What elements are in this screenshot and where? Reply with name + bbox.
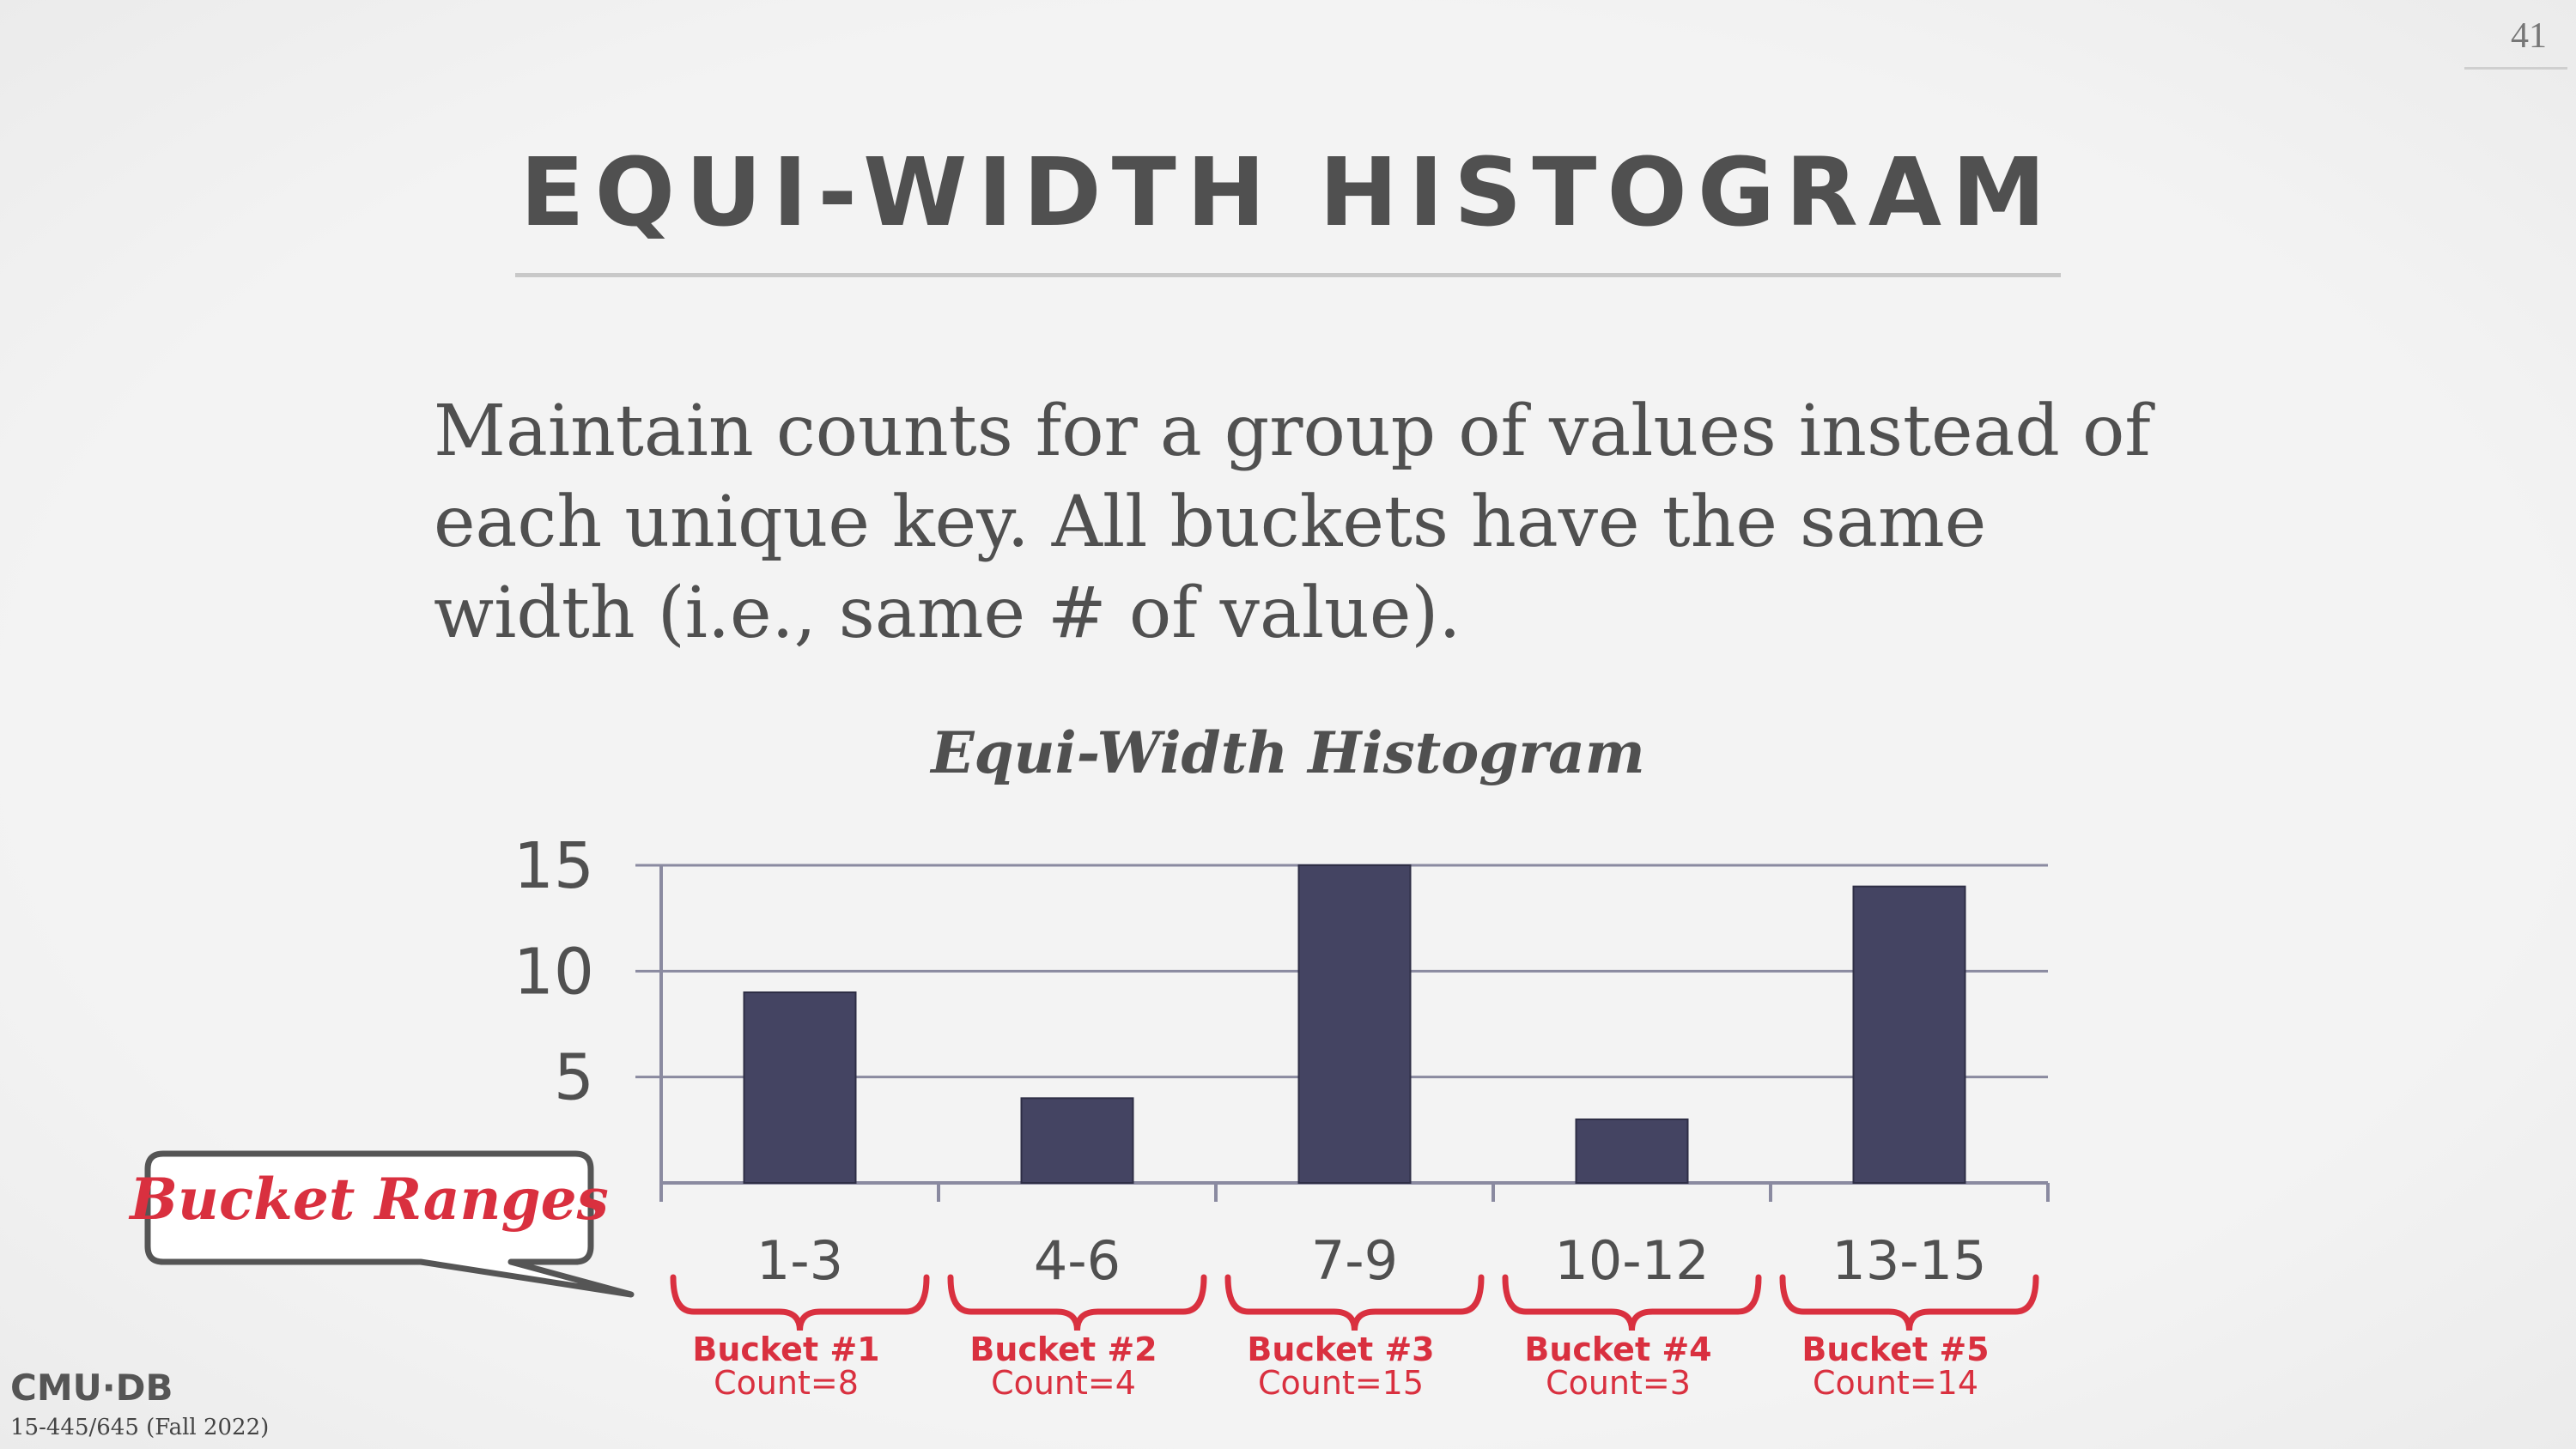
bucket-label: Bucket #3 <box>1247 1331 1434 1368</box>
callout-text: Bucket Ranges <box>128 1166 609 1233</box>
x-tick-label: 13-15 <box>1832 1229 1986 1292</box>
bucket-label: Bucket #5 <box>1801 1331 1989 1368</box>
bucket-brace <box>947 1274 1207 1331</box>
y-tick-label: 15 <box>513 829 594 903</box>
bucket-label: Bucket #2 <box>969 1331 1157 1368</box>
bar-2 <box>1020 1097 1134 1185</box>
bucket-ranges-callout: Bucket Ranges <box>128 1150 635 1298</box>
y-tick-label: 10 <box>513 935 594 1009</box>
title-underline <box>515 273 2061 277</box>
y-tick-label: 5 <box>554 1041 594 1115</box>
bar-4 <box>1575 1119 1689 1184</box>
bar-5 <box>1852 885 1966 1184</box>
bucket-brace <box>670 1274 930 1331</box>
grid-layer: 5 10 15 <box>513 829 2050 1202</box>
bucket-count-label: Count=3 <box>1546 1364 1691 1402</box>
slide-body-text: Maintain counts for a group of values in… <box>434 391 2151 654</box>
bucket-label: Bucket #4 <box>1524 1331 1711 1368</box>
bucket-count-label: Count=14 <box>1813 1364 1978 1402</box>
x-tick-label: 7-9 <box>1311 1229 1398 1292</box>
callout-bubble <box>144 1150 635 1298</box>
course-label: 15-445/645 (Fall 2022) <box>10 1415 270 1440</box>
bucket-brace <box>1502 1274 1762 1331</box>
x-tick-label: 1-3 <box>756 1229 843 1292</box>
bar-layer <box>743 864 1966 1185</box>
bucket-count-label: Count=4 <box>991 1364 1136 1402</box>
bar-1 <box>743 991 857 1184</box>
cmu-db-logo: CMU·DB <box>10 1367 173 1409</box>
chart-title: Equi-Width Histogram <box>929 719 1645 786</box>
x-tick-label: 4-6 <box>1034 1229 1121 1292</box>
page-number: 41 <box>2511 16 2547 56</box>
bucket-brace <box>1224 1274 1485 1331</box>
bucket-brace <box>1779 1274 2039 1331</box>
bar-3 <box>1297 864 1412 1184</box>
bucket-count-label: Count=8 <box>714 1364 859 1402</box>
bucket-count-label: Count=15 <box>1258 1364 1424 1402</box>
x-tick-label: 10-12 <box>1554 1229 1709 1292</box>
page-number-rule <box>2464 67 2567 70</box>
bucket-label: Bucket #1 <box>692 1331 879 1368</box>
slide-title: EQUI-WIDTH HISTOGRAM <box>519 137 2057 247</box>
